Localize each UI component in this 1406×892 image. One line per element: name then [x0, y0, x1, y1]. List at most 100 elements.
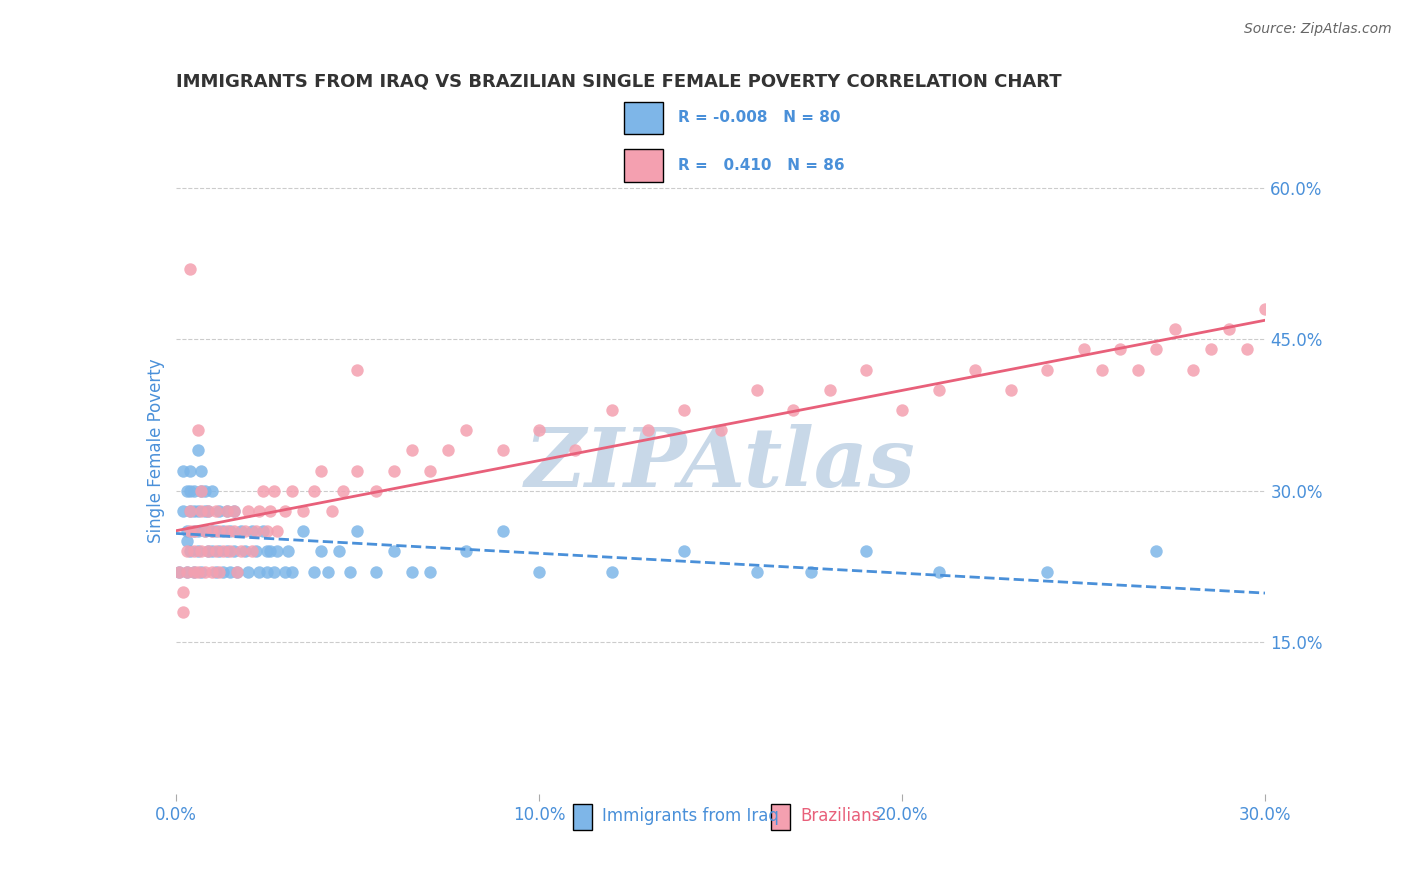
Point [818, 383, 841, 397]
Point [194, 524, 217, 539]
Point [274, 504, 297, 518]
Point [222, 504, 245, 518]
Point [222, 504, 245, 518]
Point [401, 565, 423, 579]
Point [183, 504, 205, 518]
Point [245, 544, 267, 558]
Point [527, 423, 550, 437]
Point [281, 565, 304, 579]
Point [183, 565, 205, 579]
Point [266, 544, 288, 558]
Point [1236, 343, 1258, 357]
Point [302, 565, 325, 579]
Point [201, 483, 224, 498]
Point [1128, 362, 1150, 376]
Point [215, 544, 238, 558]
Point [328, 544, 350, 558]
Point [190, 483, 212, 498]
Point [318, 565, 340, 579]
Point [364, 565, 387, 579]
Point [263, 565, 285, 579]
Point [346, 524, 368, 539]
Point [194, 483, 217, 498]
Point [782, 403, 804, 417]
Point [176, 524, 198, 539]
FancyBboxPatch shape [624, 102, 664, 135]
Point [190, 464, 212, 478]
Point [637, 423, 659, 437]
Point [222, 544, 245, 558]
Point [215, 524, 238, 539]
Y-axis label: Single Female Poverty: Single Female Poverty [148, 359, 166, 542]
Point [1036, 362, 1059, 376]
Point [401, 443, 423, 458]
Point [183, 483, 205, 498]
Point [179, 483, 201, 498]
Point [928, 565, 950, 579]
FancyBboxPatch shape [624, 149, 664, 181]
Point [800, 565, 823, 579]
Point [928, 383, 950, 397]
Point [346, 464, 368, 478]
Point [240, 544, 263, 558]
Point [332, 483, 354, 498]
Point [190, 565, 212, 579]
Point [1181, 362, 1204, 376]
Point [855, 544, 877, 558]
Point [201, 524, 224, 539]
Text: Source: ZipAtlas.com: Source: ZipAtlas.com [1244, 22, 1392, 37]
Point [240, 524, 263, 539]
Point [208, 544, 231, 558]
Point [673, 544, 696, 558]
Point [226, 565, 249, 579]
Point [673, 403, 696, 417]
Point [179, 261, 201, 276]
Point [600, 403, 623, 417]
Point [364, 483, 387, 498]
Point [419, 565, 441, 579]
Point [238, 565, 260, 579]
Point [194, 504, 217, 518]
Point [183, 544, 205, 558]
Point [233, 524, 256, 539]
Point [176, 483, 198, 498]
Point [179, 524, 201, 539]
Point [274, 565, 297, 579]
Point [233, 544, 256, 558]
Point [222, 524, 245, 539]
Point [1091, 362, 1114, 376]
Point [291, 524, 314, 539]
Point [437, 443, 460, 458]
Text: R = -0.008   N = 80: R = -0.008 N = 80 [678, 111, 841, 126]
Point [527, 565, 550, 579]
Point [1199, 343, 1222, 357]
Text: IMMIGRANTS FROM IRAQ VS BRAZILIAN SINGLE FEMALE POVERTY CORRELATION CHART: IMMIGRANTS FROM IRAQ VS BRAZILIAN SINGLE… [176, 72, 1062, 90]
Point [564, 443, 586, 458]
Point [219, 565, 242, 579]
Point [176, 544, 198, 558]
Point [201, 544, 224, 558]
Point [1146, 544, 1168, 558]
Point [1254, 301, 1277, 316]
Point [212, 565, 235, 579]
Point [219, 524, 242, 539]
Point [169, 565, 191, 579]
Point [1109, 343, 1132, 357]
Point [259, 504, 281, 518]
Point [226, 565, 249, 579]
Point [291, 504, 314, 518]
Point [456, 423, 478, 437]
Point [179, 504, 201, 518]
Point [281, 483, 304, 498]
Text: Immigrants from Iraq: Immigrants from Iraq [603, 807, 779, 825]
Point [247, 565, 270, 579]
Point [252, 483, 274, 498]
Point [197, 504, 219, 518]
Point [172, 464, 194, 478]
Point [339, 565, 361, 579]
Point [1073, 343, 1095, 357]
Point [1146, 343, 1168, 357]
Point [186, 565, 209, 579]
Point [266, 524, 288, 539]
Point [208, 565, 231, 579]
